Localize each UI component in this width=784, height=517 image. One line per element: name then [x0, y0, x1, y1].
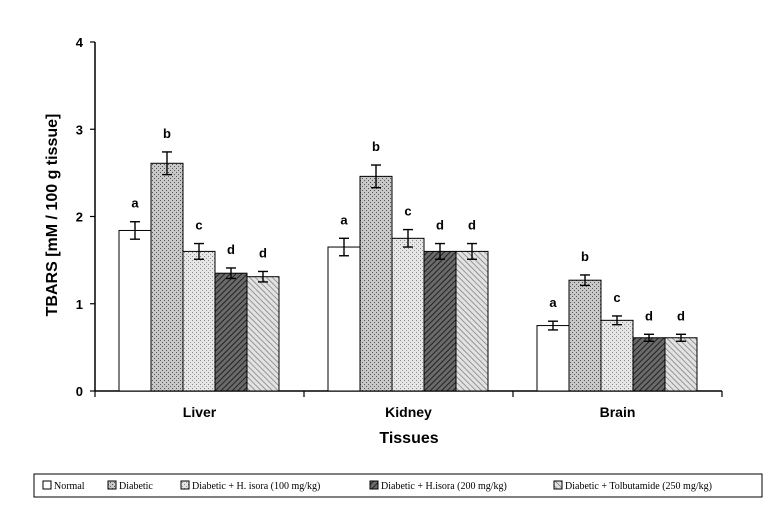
y-tick-label: 0 — [76, 384, 83, 399]
bar — [246, 276, 280, 392]
bar — [118, 229, 152, 392]
y-tick-label: 4 — [76, 35, 84, 50]
y-tick-label: 3 — [76, 122, 83, 137]
bar — [150, 162, 184, 392]
bar — [423, 250, 457, 392]
legend-swatch — [107, 480, 117, 490]
bar — [455, 250, 489, 392]
legend-swatch — [369, 480, 379, 490]
significance-label: c — [613, 290, 620, 305]
bars-group — [118, 151, 698, 392]
legend: Normal Diabetic Diabetic + H. isora (100 m… — [33, 473, 763, 498]
legend-label: Normal — [54, 481, 85, 492]
bar — [327, 246, 361, 392]
bar — [664, 337, 698, 392]
significance-label: c — [404, 204, 411, 219]
significance-label: b — [372, 139, 380, 154]
significance-label: d — [468, 218, 476, 233]
bar — [600, 319, 634, 392]
legend-box — [33, 473, 763, 498]
legend-swatch — [42, 480, 52, 490]
legend-label: Diabetic + H.isora (200 mg/kg) — [381, 481, 507, 492]
x-tick-label: Brain — [600, 404, 636, 420]
y-tick-label: 2 — [76, 210, 83, 225]
bar — [391, 237, 425, 392]
significance-label: b — [163, 126, 171, 141]
legend-label: Diabetic + H. isora (100 mg/kg) — [192, 481, 320, 492]
significance-label: d — [436, 218, 444, 233]
legend-label: Diabetic + Tolbutamide (250 mg/kg) — [565, 481, 712, 492]
bar — [568, 279, 602, 392]
x-tick-label: Kidney — [385, 404, 432, 420]
significance-label: b — [581, 249, 589, 264]
bar — [359, 175, 393, 392]
y-axis-title: TBARS [mM / 100 g tissue] — [44, 114, 61, 317]
legend-swatch — [553, 480, 563, 490]
significance-label: a — [131, 196, 139, 211]
bar — [632, 337, 666, 392]
bar — [536, 325, 570, 392]
significance-label: d — [645, 308, 653, 323]
bar — [214, 272, 248, 392]
labels-group: 0 1 2 3 4 Liver a b c d d Kidney a b c d d Brain a b c d d — [76, 35, 685, 420]
x-axis-title: Tissues — [379, 430, 438, 447]
significance-label: d — [677, 308, 685, 323]
y-tick-label: 1 — [76, 297, 83, 312]
significance-label: a — [340, 212, 348, 227]
x-tick-label: Liver — [183, 404, 217, 420]
significance-label: c — [195, 218, 202, 233]
legend-swatch — [180, 480, 190, 490]
legend-label: Diabetic — [119, 481, 153, 492]
significance-label: d — [227, 242, 235, 257]
significance-label: a — [549, 295, 557, 310]
significance-label: d — [259, 245, 267, 260]
bar — [182, 250, 216, 392]
